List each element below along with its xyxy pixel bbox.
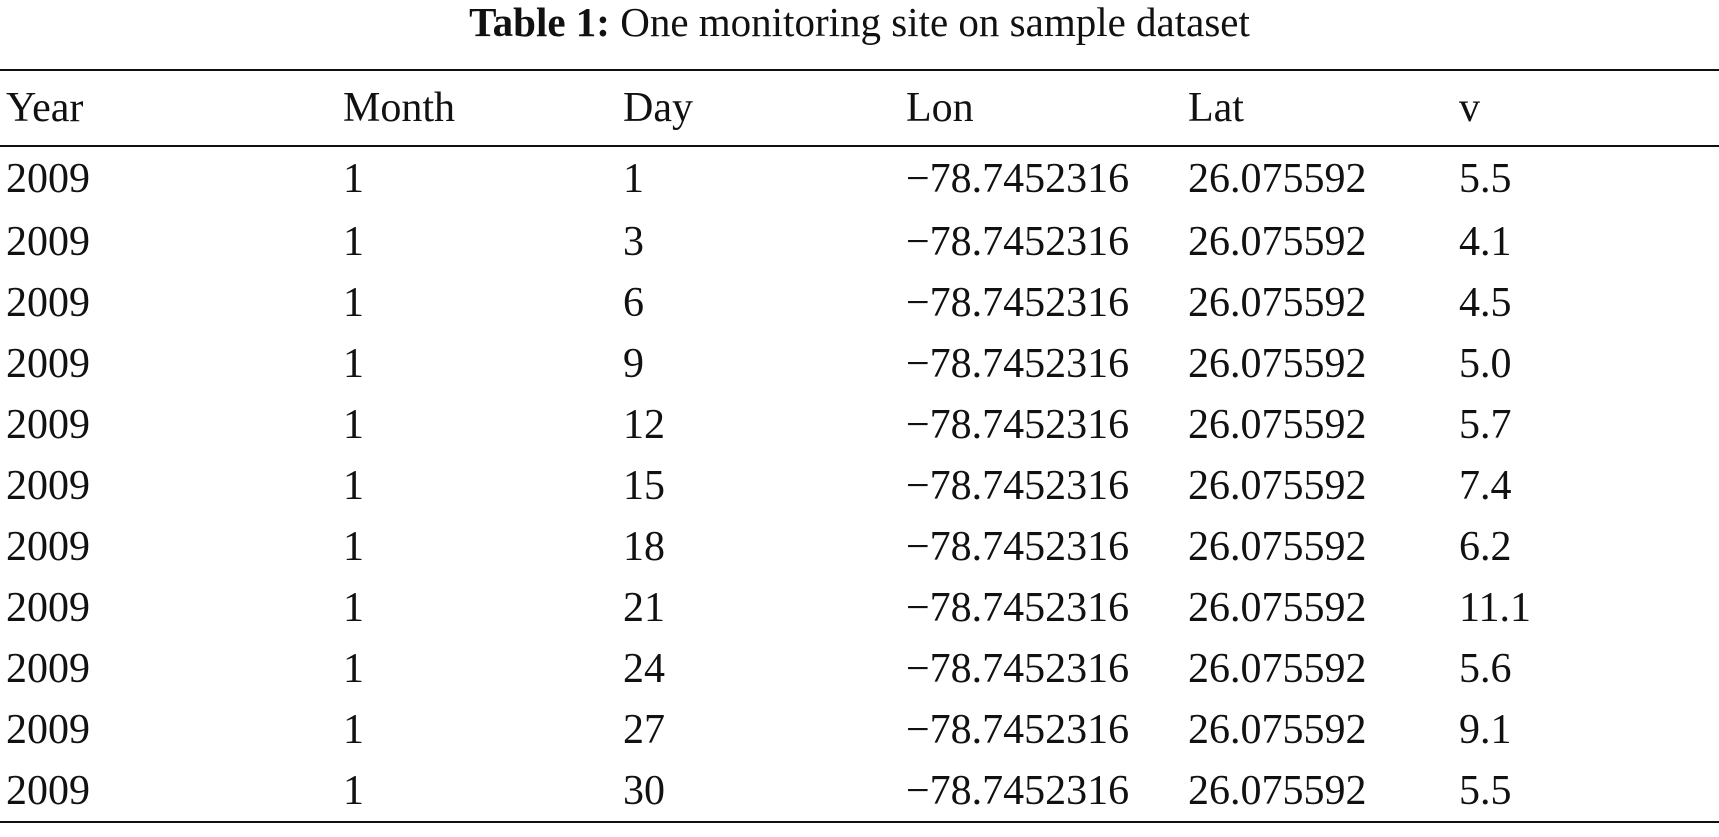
- cell-lon: −78.7452316: [906, 401, 1130, 448]
- header-lat: Lat: [1188, 85, 1244, 131]
- cell-year: 2009: [6, 645, 90, 692]
- cell-month: 1: [343, 340, 364, 387]
- header-month: Month: [343, 85, 456, 131]
- header-row: Year Month Day Lon Lat v: [0, 70, 1719, 146]
- cell-lat: 26.075592: [1188, 706, 1367, 753]
- table-row: 2009 1 21 −78.7452316 26.075592 11.1: [0, 577, 1719, 638]
- cell-lat: 26.075592: [1188, 218, 1367, 265]
- header-year: Year: [6, 85, 84, 131]
- cell-year: 2009: [6, 340, 90, 387]
- cell-v: 5.5: [1459, 156, 1512, 202]
- cell-day: 30: [623, 767, 665, 814]
- cell-month: 1: [343, 401, 364, 448]
- table-caption: Table 1: One monitoring site on sample d…: [0, 0, 1719, 56]
- table-row: 2009 1 24 −78.7452316 26.075592 5.6: [0, 638, 1719, 699]
- cell-month: 1: [343, 706, 364, 753]
- table-row: 2009 1 27 −78.7452316 26.075592 9.1: [0, 699, 1719, 760]
- cell-v: 4.5: [1459, 279, 1512, 326]
- cell-lon: −78.7452316: [906, 706, 1130, 753]
- cell-month: 1: [343, 645, 364, 692]
- cell-v: 5.5: [1459, 767, 1512, 814]
- cell-day: 6: [623, 279, 644, 326]
- table-row: 2009 1 9 −78.7452316 26.075592 5.0: [0, 333, 1719, 394]
- header-day: Day: [623, 85, 693, 131]
- cell-year: 2009: [6, 462, 90, 509]
- cell-v: 11.1: [1459, 584, 1531, 631]
- cell-v: 9.1: [1459, 706, 1512, 753]
- cell-year: 2009: [6, 706, 90, 753]
- cell-day: 9: [623, 340, 644, 387]
- caption-label: Table 1:: [469, 0, 610, 45]
- table-header: Year Month Day Lon Lat v: [0, 70, 1719, 146]
- cell-day: 21: [623, 584, 665, 631]
- cell-month: 1: [343, 767, 364, 814]
- cell-month: 1: [343, 523, 364, 570]
- cell-lon: −78.7452316: [906, 584, 1130, 631]
- cell-day: 18: [623, 523, 665, 570]
- cell-year: 2009: [6, 279, 90, 326]
- data-table: Year Month Day Lon Lat v 2009 1 1 −78.74523…: [0, 69, 1719, 823]
- cell-v: 7.4: [1459, 462, 1512, 509]
- cell-lon: −78.7452316: [906, 462, 1130, 509]
- table-row: 2009 1 30 −78.7452316 26.075592 5.5: [0, 760, 1719, 822]
- cell-v: 5.0: [1459, 340, 1512, 387]
- header-v: v: [1459, 85, 1480, 131]
- cell-lat: 26.075592: [1188, 401, 1367, 448]
- header-lon: Lon: [906, 85, 974, 131]
- table-body: 2009 1 1 −78.7452316 26.075592 5.5 2009 1 3 −78.7…: [0, 146, 1719, 822]
- cell-year: 2009: [6, 218, 90, 265]
- cell-lon: −78.7452316: [906, 645, 1130, 692]
- cell-month: 1: [343, 218, 364, 265]
- cell-v: 6.2: [1459, 523, 1512, 570]
- cell-month: 1: [343, 584, 364, 631]
- cell-day: 3: [623, 218, 644, 265]
- cell-year: 2009: [6, 523, 90, 570]
- cell-day: 15: [623, 462, 665, 509]
- cell-day: 12: [623, 401, 665, 448]
- cell-month: 1: [343, 462, 364, 509]
- cell-lon: −78.7452316: [906, 156, 1130, 202]
- cell-lon: −78.7452316: [906, 523, 1130, 570]
- cell-lat: 26.075592: [1188, 523, 1367, 570]
- cell-v: 5.7: [1459, 401, 1512, 448]
- cell-lon: −78.7452316: [906, 218, 1130, 265]
- cell-day: 27: [623, 706, 665, 753]
- cell-lat: 26.075592: [1188, 645, 1367, 692]
- cell-lat: 26.075592: [1188, 156, 1367, 202]
- cell-month: 1: [343, 156, 364, 202]
- cell-lon: −78.7452316: [906, 340, 1130, 387]
- cell-lat: 26.075592: [1188, 279, 1367, 326]
- data-table-container: Year Month Day Lon Lat v 2009 1 1 −78.74523…: [0, 69, 1719, 823]
- table-row: 2009 1 1 −78.7452316 26.075592 5.5: [0, 146, 1719, 211]
- cell-lat: 26.075592: [1188, 340, 1367, 387]
- cell-lat: 26.075592: [1188, 767, 1367, 814]
- cell-year: 2009: [6, 584, 90, 631]
- cell-day: 24: [623, 645, 665, 692]
- cell-year: 2009: [6, 401, 90, 448]
- cell-month: 1: [343, 279, 364, 326]
- table-row: 2009 1 6 −78.7452316 26.075592 4.5: [0, 272, 1719, 333]
- cell-day: 1: [623, 156, 644, 202]
- table-row: 2009 1 18 −78.7452316 26.075592 6.2: [0, 516, 1719, 577]
- cell-lat: 26.075592: [1188, 584, 1367, 631]
- table-row: 2009 1 12 −78.7452316 26.075592 5.7: [0, 394, 1719, 455]
- caption-text: One monitoring site on sample dataset: [620, 0, 1250, 45]
- cell-year: 2009: [6, 767, 90, 814]
- table-row: 2009 1 15 −78.7452316 26.075592 7.4: [0, 455, 1719, 516]
- cell-lon: −78.7452316: [906, 767, 1130, 814]
- cell-v: 4.1: [1459, 218, 1512, 265]
- cell-v: 5.6: [1459, 645, 1512, 692]
- cell-lon: −78.7452316: [906, 279, 1130, 326]
- cell-year: 2009: [6, 156, 90, 202]
- cell-lat: 26.075592: [1188, 462, 1367, 509]
- table-row: 2009 1 3 −78.7452316 26.075592 4.1: [0, 211, 1719, 272]
